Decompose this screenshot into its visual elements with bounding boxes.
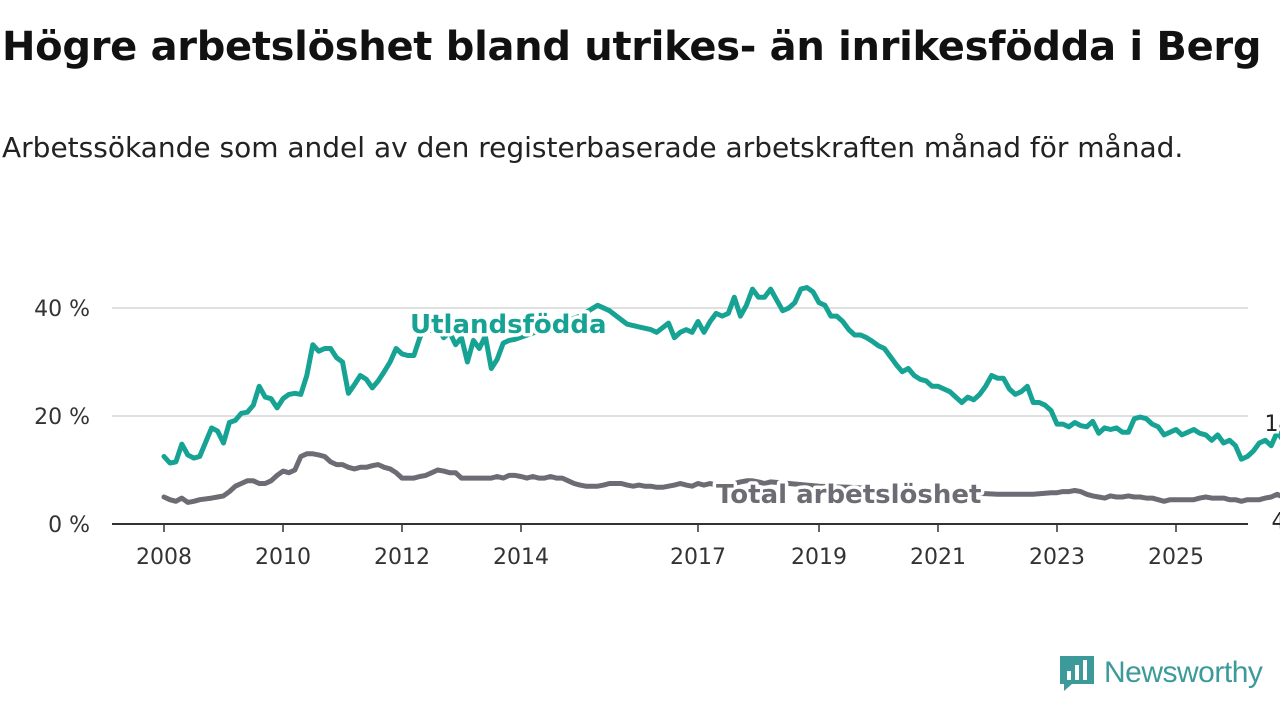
chart-subtitle: Arbetssökande som andel av den registerb…: [2, 131, 1184, 164]
series-end-value: 14,6 %: [1265, 412, 1280, 437]
x-tick-label: 2017: [670, 545, 726, 570]
y-tick-label: 20 %: [34, 405, 90, 430]
series-layer: [161, 285, 1280, 505]
grid-lines: [112, 307, 1248, 525]
x-tick-label: 2010: [255, 545, 311, 570]
x-tick-label: 2019: [791, 545, 847, 570]
series-end-value: 4,5 %: [1272, 510, 1280, 535]
series-line-total: [161, 451, 1280, 505]
newsworthy-logo-icon: [1060, 656, 1094, 691]
y-tick-label: 40 %: [34, 297, 90, 322]
y-axis-ticks: 0 % 20 % 40 %: [34, 297, 90, 538]
x-tick-label: 2014: [493, 545, 549, 570]
series-line-utlandsfodda: [161, 285, 1280, 466]
y-tick-label: 0 %: [48, 513, 90, 538]
x-axis-ticks: 2008 2010 2012 2014 2017 2019 2021 2023 2025: [136, 524, 1204, 570]
chart-title: Högre arbetslöshet bland utrikes- än inr…: [2, 24, 1262, 70]
x-tick-label: 2025: [1148, 545, 1204, 570]
brand-name: Newsworthy: [1104, 656, 1263, 689]
series-labels: 14,6 % Utlandsfödda 4,5 % Total arbetslöshe…: [407, 307, 1280, 538]
series-name-label: Utlandsfödda: [410, 310, 607, 340]
series-name-label: Total arbetslöshet: [716, 480, 981, 510]
x-tick-label: 2008: [136, 545, 192, 570]
x-tick-label: 2023: [1029, 545, 1085, 570]
x-tick-label: 2021: [910, 545, 966, 570]
newsworthy-logo: Newsworthy: [1058, 654, 1263, 692]
x-tick-label: 2012: [374, 545, 430, 570]
line-chart: 0 % 20 % 40 % 2008 2010 2012 2014 2017 2019 2021…: [34, 285, 1280, 570]
